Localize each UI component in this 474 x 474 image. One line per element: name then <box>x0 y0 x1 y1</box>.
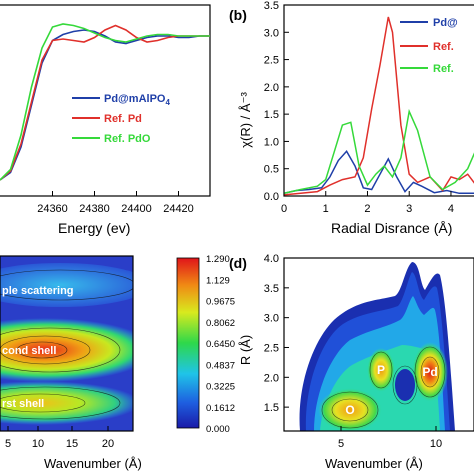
heatmap-d-pd-region <box>412 342 448 402</box>
y-tick-label-b-2-0: 2.0 <box>264 82 279 94</box>
y-tick-label-d-3-5: 3.5 <box>264 283 279 295</box>
panel-d-xlabel: Wavenumber (Å) <box>325 456 423 471</box>
panel-b-legend: Pd@ Ref. Ref. <box>400 17 458 75</box>
y-tick-label-b-3-5: 3.5 <box>264 0 279 12</box>
panel-b-xlabel: Radial Disrance (Å) <box>331 220 452 236</box>
series-line-a-ref-pd <box>0 24 210 181</box>
x-tick-label-a-24420: 24420 <box>163 203 194 215</box>
panel-b: (b) 0.0 0.5 1.0 1.5 2.0 2.5 3.0 3.5 0 1 2 3 4 Pd@ R… <box>229 0 474 236</box>
heatmap-d-gap <box>395 369 415 401</box>
legend-label-ref-pdo: Ref. PdO <box>104 133 151 145</box>
colorbar-tick-label-0-1612: 0.1612 <box>206 403 235 414</box>
heatmap-d-o-region <box>318 388 382 431</box>
heatmap-c-scatter-region <box>0 263 133 307</box>
annotation-multiple-scattering: ple scattering <box>2 285 74 297</box>
panel-c: ple scattering cond shell rst shell 5 10 1… <box>0 254 235 471</box>
x-tick-label-b-2: 2 <box>364 203 370 215</box>
panel-a-legend: Pd@mAlPO4 Ref. Pd Ref. PdO <box>72 93 170 145</box>
panel-b-frame <box>283 4 474 197</box>
panel-b-label: (b) <box>229 7 247 23</box>
colorbar <box>176 257 200 429</box>
panel-b-ylabel: χ(R) / Å⁻³ <box>238 92 253 148</box>
x-tick-label-a-24360: 24360 <box>37 203 68 215</box>
x-tick-label-d-10: 10 <box>430 438 442 450</box>
y-tick-label-b-0-0: 0.0 <box>264 191 279 203</box>
colorbar-tick-label-1-129: 1.129 <box>206 275 230 286</box>
legend-label-pd-malpo4: Pd@mAlPO4 <box>104 93 170 107</box>
y-tick-label-d-4-0: 4.0 <box>264 253 279 265</box>
x-tick-label-c-20: 20 <box>102 438 114 450</box>
x-tick-label-d-5: 5 <box>338 438 344 450</box>
x-tick-label-a-24400: 24400 <box>121 203 152 215</box>
panel-d: (d) O P Pd 1.5 2.0 2.5 3.0 3.5 4.0 <box>229 253 474 471</box>
annotation-o: O <box>345 403 354 417</box>
colorbar-tick-label-0-3225: 0.3225 <box>206 382 235 393</box>
y-tick-label-d-2-5: 2.5 <box>264 342 279 354</box>
series-line-b-pd <box>284 150 474 195</box>
x-tick-label-b-0: 0 <box>281 203 287 215</box>
annotation-p: P <box>377 363 385 377</box>
heatmap-d-contours <box>321 346 446 429</box>
y-tick-label-b-0-5: 0.5 <box>264 164 279 176</box>
panel-a-xlabel: Energy (ev) <box>58 220 130 236</box>
x-tick-label-c-15: 15 <box>66 438 78 450</box>
panel-d-frame <box>283 257 474 432</box>
x-tick-label-b-3: 3 <box>406 203 412 215</box>
x-tick-label-c-10: 10 <box>32 438 44 450</box>
y-tick-label-b-1-5: 1.5 <box>264 109 279 121</box>
annotation-first-shell: rst shell <box>2 398 44 410</box>
panel-c-xlabel: Wavenumber (Å) <box>44 456 142 471</box>
y-tick-label-d-1-5: 1.5 <box>264 402 279 414</box>
annotation-second-shell: cond shell <box>2 345 56 357</box>
x-tick-label-b-4: 4 <box>448 203 454 215</box>
y-tick-label-b-1-0: 1.0 <box>264 136 279 148</box>
panel-d-ylabel: R (Å) <box>238 335 253 365</box>
legend-label-pd: Pd@ <box>433 17 458 29</box>
colorbar-tick-label-0-9675: 0.9675 <box>206 297 235 308</box>
panel-c-heatmap <box>0 256 133 431</box>
y-tick-label-d-2-0: 2.0 <box>264 372 279 384</box>
heatmap-c-second-shell-region <box>0 318 133 382</box>
annotation-pd: Pd <box>422 365 437 379</box>
panel-a: 24360 24380 24400 24420 Pd@mAlPO4 Ref. Pd R… <box>0 4 211 236</box>
y-tick-label-b-3-0: 3.0 <box>264 27 279 39</box>
x-tick-label-b-1: 1 <box>323 203 329 215</box>
colorbar-tick-label-0-000: 0.000 <box>206 424 230 435</box>
colorbar-tick-label-1-290: 1.290 <box>206 254 230 265</box>
series-line-b-ref-pd <box>284 16 474 196</box>
y-tick-label-d-3-0: 3.0 <box>264 313 279 325</box>
colorbar-tick-label-0-8062: 0.8062 <box>206 318 235 329</box>
heatmap-c-contours <box>0 269 133 420</box>
panel-c-frame <box>0 255 134 432</box>
colorbar-tick-label-0-4837: 0.4837 <box>206 360 235 371</box>
legend-label-ref-pd: Ref. Pd <box>104 113 142 125</box>
panel-d-heatmap <box>284 258 474 431</box>
series-line-b-ref-pdo <box>284 108 474 195</box>
colorbar-tick-label-0-6450: 0.6450 <box>206 339 235 350</box>
heatmap-d-p-region <box>367 348 395 392</box>
panel-d-label: (d) <box>229 255 247 271</box>
x-tick-label-a-24380: 24380 <box>79 203 110 215</box>
legend-label-ref-1: Ref. <box>433 41 454 53</box>
x-tick-label-c-5: 5 <box>5 438 11 450</box>
series-line-a-ref-pdo <box>0 23 210 181</box>
y-tick-label-b-2-5: 2.5 <box>264 55 279 67</box>
legend-label-ref-2: Ref. <box>433 63 454 75</box>
